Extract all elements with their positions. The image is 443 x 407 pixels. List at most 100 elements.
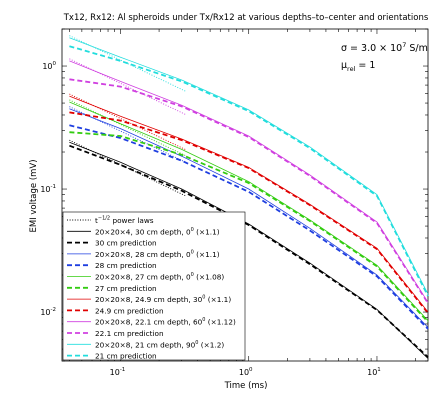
legend-label-sup: 0 [191,249,194,255]
legend-label-sup: 0 [202,317,205,323]
data-line-1 [69,108,429,328]
legend-label-sup: 0 [202,295,205,301]
legend-label-text: 20×20×8, 22.1 cm depth, 60 [95,318,203,327]
y-tick-label: 10-2 [40,307,56,317]
data-line-5 [69,37,429,295]
legend-label: t−1/2 power laws [95,216,154,226]
legend-label-suffix: (×1.12) [205,318,236,327]
legend-label-text: 20×20×4, 30 cm depth, 0 [95,227,191,236]
legend-label-suffix: (×1.1) [194,250,220,259]
prediction-line-1 [69,124,429,330]
legend-entry: 20×20×8, 28 cm depth, 00 (×1.1) [67,249,220,259]
legend-label: 24.9 cm prediction [95,306,164,315]
x-tick-exponent: -1 [120,367,125,373]
y-tick-base: 10 [42,62,52,71]
y-tick-exponent: -2 [51,307,56,313]
sigma-symbol: σ = 3.0 × 10 [341,43,402,54]
legend-label: 28 cm prediction [95,261,157,270]
legend-box [62,211,246,361]
prediction-line-2 [69,131,429,323]
legend-label-suffix: (×1.1) [205,295,231,304]
legend-entry: 20×20×8, 27 cm depth, 00 (×1.08) [67,272,224,282]
y-tick-label: 10-1 [40,184,56,194]
legend-label: 20×20×8, 28 cm depth, 00 (×1.1) [95,249,220,259]
y-tick-exponent: 0 [53,61,57,67]
prediction-line-0 [69,144,429,358]
legend-label-text: 24.9 cm prediction [95,306,164,315]
legend-entry: 22.1 cm prediction [67,329,164,338]
legend-label-sup: −1/2 [98,216,110,222]
legend-label-sup: 0 [195,340,198,346]
legend-label: 20×20×8, 21 cm depth, 900 (×1.2) [95,340,224,350]
x-tick-label: 10-1 [110,367,126,377]
legend-label-text: 20×20×8, 28 cm depth, 0 [95,250,191,259]
legend-label: 20×20×4, 30 cm depth, 00 (×1.1) [95,227,220,237]
y-tick-exponent: -1 [51,184,56,190]
power-law-line-4 [69,58,186,115]
legend-label: 22.1 cm prediction [95,329,164,338]
legend-entry: 24.9 cm prediction [67,306,164,315]
legend-label-suffix: (×1.1) [194,227,220,236]
legend-label-text: 21 cm prediction [95,352,157,361]
legend-label-suffix: (×1.2) [198,340,224,349]
chart-title: Tx12, Rx12: Al spheroids under Tx/Rx12 a… [63,13,429,23]
sigma-annotation: σ = 3.0 × 107 S/m [341,41,428,54]
x-tick-label: 100 [239,367,253,377]
legend-label-text: 27 cm prediction [95,284,157,293]
prediction-line-5 [69,45,429,297]
legend-label-sup: 0 [191,227,194,233]
x-tick-exponent: 1 [377,367,381,373]
mu-value: = 1 [355,60,375,71]
series-layer [69,35,429,359]
x-tick-base: 10 [367,368,377,377]
legend-label-text: 20×20×8, 27 cm depth, 0 [95,273,191,282]
material-annotation: σ = 3.0 × 107 S/m μrel = 1 [341,41,428,73]
mu-annotation: μrel = 1 [341,60,375,73]
legend-entry: 28 cm prediction [67,261,157,270]
y-tick-base: 10 [40,308,50,317]
legend-label: 27 cm prediction [95,284,157,293]
legend-entry: t−1/2 power laws [67,216,154,226]
legend-label: 20×20×8, 27 cm depth, 00 (×1.08) [95,272,224,282]
x-tick-label: 101 [367,367,381,377]
y-axis-label: EMI voltage (mV) [29,159,39,232]
legend-entry: 21 cm prediction [67,352,157,361]
power-law-line-3 [69,93,186,150]
legend-entry: 27 cm prediction [67,284,157,293]
legend-label-text: 30 cm prediction [95,239,157,248]
prediction-line-4 [69,78,429,304]
prediction-line-3 [69,111,429,314]
sigma-unit: S/m [406,43,428,54]
x-tick-base: 10 [110,368,120,377]
x-tick-base: 10 [239,368,249,377]
power-law-line-2 [69,99,186,156]
legend-label-text: 28 cm prediction [95,261,157,270]
y-tick-base: 10 [40,185,50,194]
legend-label: 21 cm prediction [95,352,157,361]
sigma-exponent: 7 [402,41,406,49]
legend-label-text: t [95,216,98,225]
legend-label-sup: 0 [191,272,194,278]
mu-subscript: rel [347,65,356,73]
legend-entry: 20×20×8, 21 cm depth, 900 (×1.2) [67,340,224,350]
x-tick-exponent: 0 [249,367,253,373]
data-line-2 [69,101,429,321]
y-tick-label: 100 [42,61,56,71]
legend-entry: 20×20×8, 22.1 cm depth, 600 (×1.12) [67,317,236,327]
legend-entry: 20×20×8, 24.9 cm depth, 300 (×1.1) [67,295,231,305]
legend-label: 20×20×8, 24.9 cm depth, 300 (×1.1) [95,295,231,305]
legend-label-suffix: power laws [110,216,154,225]
legend-label: 30 cm prediction [95,239,157,248]
legend-label-text: 20×20×8, 24.9 cm depth, 30 [95,295,203,304]
legend-label: 20×20×8, 22.1 cm depth, 600 (×1.12) [95,317,236,327]
data-line-4 [69,60,429,303]
legend-label-suffix: (×1.08) [194,273,225,282]
legend-label-text: 22.1 cm prediction [95,329,164,338]
mu-symbol: μ [341,60,347,71]
legend-entry: 30 cm prediction [67,239,157,248]
legend-entry: 20×20×4, 30 cm depth, 00 (×1.1) [67,227,220,237]
legend-label-text: 20×20×8, 21 cm depth, 90 [95,340,196,349]
